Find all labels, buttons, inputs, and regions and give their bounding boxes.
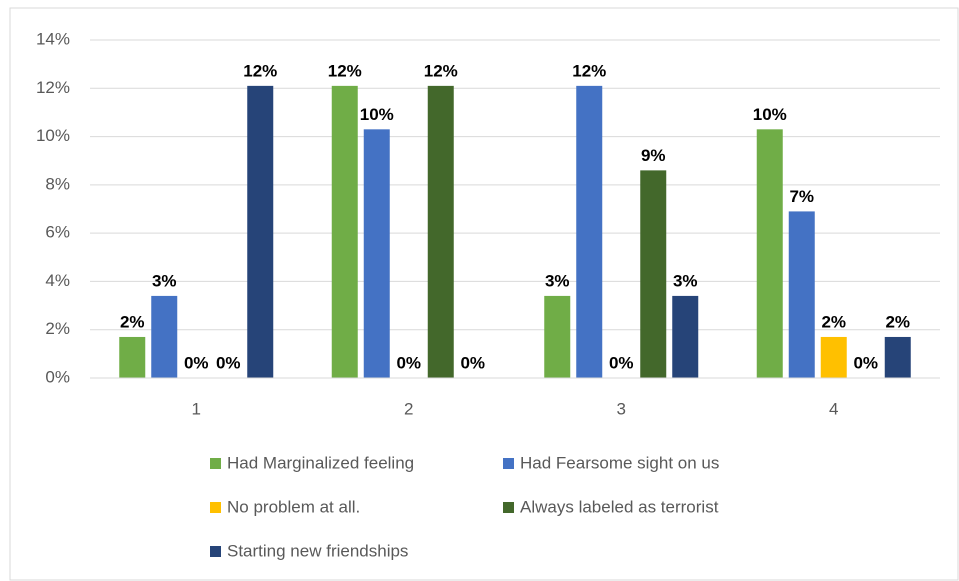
y-tick-label: 12% xyxy=(36,78,70,97)
value-label: 12% xyxy=(424,61,458,80)
value-label: 12% xyxy=(243,61,277,80)
bar xyxy=(544,295,571,378)
value-label: 3% xyxy=(673,271,698,290)
value-label: 3% xyxy=(545,271,570,290)
bar xyxy=(247,85,274,378)
bar xyxy=(756,129,783,378)
y-tick-label: 2% xyxy=(45,319,70,338)
value-label: 0% xyxy=(184,353,209,372)
x-tick-label: 1 xyxy=(192,399,201,418)
value-label: 0% xyxy=(853,353,878,372)
value-label: 0% xyxy=(396,353,421,372)
legend-swatch xyxy=(503,458,514,469)
bar xyxy=(884,336,911,378)
bar xyxy=(119,336,146,378)
x-tick-label: 4 xyxy=(829,399,838,418)
legend-swatch xyxy=(210,502,221,513)
value-label: 7% xyxy=(789,187,814,206)
bar xyxy=(788,211,815,378)
x-tick-label: 3 xyxy=(617,399,626,418)
value-label: 2% xyxy=(821,312,846,331)
bar xyxy=(672,295,699,378)
y-tick-label: 10% xyxy=(36,126,70,145)
legend-swatch xyxy=(210,546,221,557)
bar xyxy=(151,295,178,378)
bar xyxy=(576,85,603,378)
bar xyxy=(820,336,847,378)
legend-label: Always labeled as terrorist xyxy=(520,497,719,516)
legend-label: Had Marginalized feeling xyxy=(227,453,414,472)
bar xyxy=(640,170,667,378)
value-label: 9% xyxy=(641,146,666,165)
value-label: 3% xyxy=(152,271,177,290)
value-label: 0% xyxy=(460,353,485,372)
value-label: 2% xyxy=(120,312,145,331)
bar xyxy=(331,85,358,378)
x-tick-label: 2 xyxy=(404,399,413,418)
value-label: 0% xyxy=(609,353,634,372)
y-tick-label: 8% xyxy=(45,174,70,193)
value-label: 10% xyxy=(753,105,787,124)
chart-border xyxy=(9,7,959,581)
value-label: 10% xyxy=(360,105,394,124)
legend-label: Had Fearsome sight on us xyxy=(520,453,719,472)
value-label: 12% xyxy=(572,61,606,80)
value-label: 0% xyxy=(216,353,241,372)
legend-swatch xyxy=(503,502,514,513)
y-tick-label: 4% xyxy=(45,271,70,290)
value-label: 2% xyxy=(885,312,910,331)
value-label: 12% xyxy=(328,61,362,80)
bar xyxy=(427,85,454,378)
legend-label: Starting new friendships xyxy=(227,541,408,560)
legend-label: No problem at all. xyxy=(227,497,360,516)
y-tick-label: 6% xyxy=(45,223,70,242)
y-tick-label: 0% xyxy=(45,367,70,386)
bar xyxy=(363,129,390,378)
legend-swatch xyxy=(210,458,221,469)
y-tick-label: 14% xyxy=(36,29,70,48)
